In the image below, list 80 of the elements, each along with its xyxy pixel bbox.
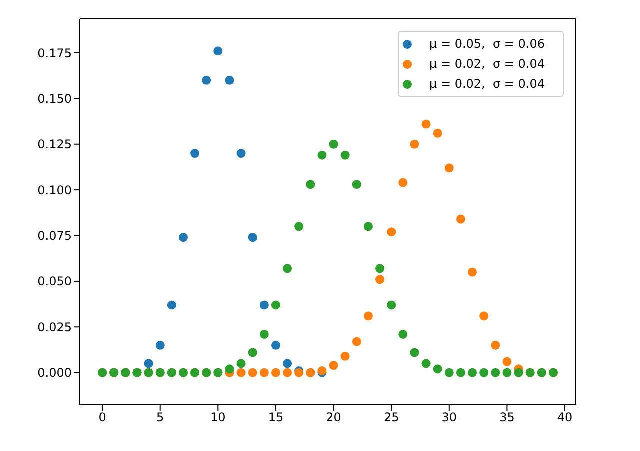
x-tick-label: 40 bbox=[557, 410, 573, 425]
point bbox=[398, 330, 408, 339]
y-tick-label: 0.050 bbox=[38, 274, 72, 289]
point bbox=[260, 368, 269, 378]
point bbox=[364, 312, 373, 321]
point bbox=[410, 140, 420, 149]
point bbox=[236, 149, 246, 158]
point bbox=[422, 359, 431, 368]
point bbox=[387, 300, 396, 310]
point bbox=[306, 180, 316, 190]
point bbox=[202, 76, 212, 85]
x-tick-label: 35 bbox=[500, 410, 515, 425]
legend-label: μ = 0.05, σ = 0.06 bbox=[430, 37, 545, 51]
point bbox=[225, 76, 234, 85]
legend-label: μ = 0.02, σ = 0.04 bbox=[430, 77, 545, 91]
point bbox=[178, 233, 188, 242]
point bbox=[364, 222, 373, 232]
point bbox=[433, 128, 442, 138]
y-tick-label: 0.000 bbox=[38, 366, 72, 380]
point bbox=[271, 340, 280, 350]
point bbox=[491, 368, 500, 378]
point bbox=[444, 368, 454, 378]
point bbox=[422, 120, 431, 129]
point bbox=[144, 359, 154, 368]
point bbox=[444, 164, 454, 173]
x-tick-label: 25 bbox=[384, 410, 400, 425]
point bbox=[190, 149, 200, 158]
x-tick-label: 0 bbox=[98, 410, 106, 425]
point bbox=[387, 228, 396, 237]
point bbox=[410, 348, 420, 358]
y-tick-label: 0.175 bbox=[38, 46, 72, 60]
point bbox=[329, 361, 338, 370]
legend-label: μ = 0.02, σ = 0.04 bbox=[430, 57, 545, 71]
point bbox=[283, 264, 292, 274]
point bbox=[340, 352, 350, 361]
point bbox=[318, 150, 327, 160]
point bbox=[340, 150, 350, 160]
point bbox=[398, 178, 408, 188]
point bbox=[329, 140, 338, 149]
x-tick-label: 30 bbox=[442, 410, 458, 425]
point bbox=[468, 268, 478, 277]
point bbox=[468, 368, 478, 378]
point bbox=[283, 368, 292, 378]
point bbox=[248, 233, 258, 242]
x-tick-label: 10 bbox=[210, 410, 226, 425]
x-tick-label: 5 bbox=[156, 410, 164, 425]
point bbox=[236, 359, 246, 368]
point bbox=[456, 368, 466, 378]
y-tick-label: 0.125 bbox=[38, 138, 72, 152]
point bbox=[376, 264, 385, 274]
point bbox=[514, 368, 524, 378]
point bbox=[352, 180, 362, 190]
point bbox=[283, 359, 292, 368]
point bbox=[248, 348, 258, 358]
point bbox=[225, 364, 234, 374]
y-tick-label: 0.100 bbox=[38, 183, 72, 198]
x-tick-label: 20 bbox=[326, 410, 342, 425]
y-tick-label: 0.025 bbox=[38, 320, 72, 334]
point bbox=[294, 222, 304, 232]
point bbox=[480, 312, 489, 321]
point bbox=[214, 46, 223, 56]
point bbox=[352, 337, 362, 346]
point bbox=[502, 357, 512, 366]
point bbox=[271, 300, 280, 310]
point bbox=[248, 368, 258, 378]
point bbox=[167, 300, 176, 310]
y-tick-label: 0.075 bbox=[38, 229, 72, 244]
point bbox=[433, 364, 442, 374]
point bbox=[156, 340, 165, 350]
point bbox=[260, 330, 269, 339]
point bbox=[491, 340, 500, 350]
y-tick-label: 0.150 bbox=[38, 92, 72, 106]
point bbox=[236, 368, 246, 378]
point bbox=[376, 275, 385, 284]
point bbox=[271, 368, 280, 378]
x-tick-label: 15 bbox=[268, 410, 284, 425]
point bbox=[502, 368, 512, 378]
point bbox=[260, 300, 269, 310]
point bbox=[480, 368, 489, 378]
point bbox=[456, 214, 466, 224]
